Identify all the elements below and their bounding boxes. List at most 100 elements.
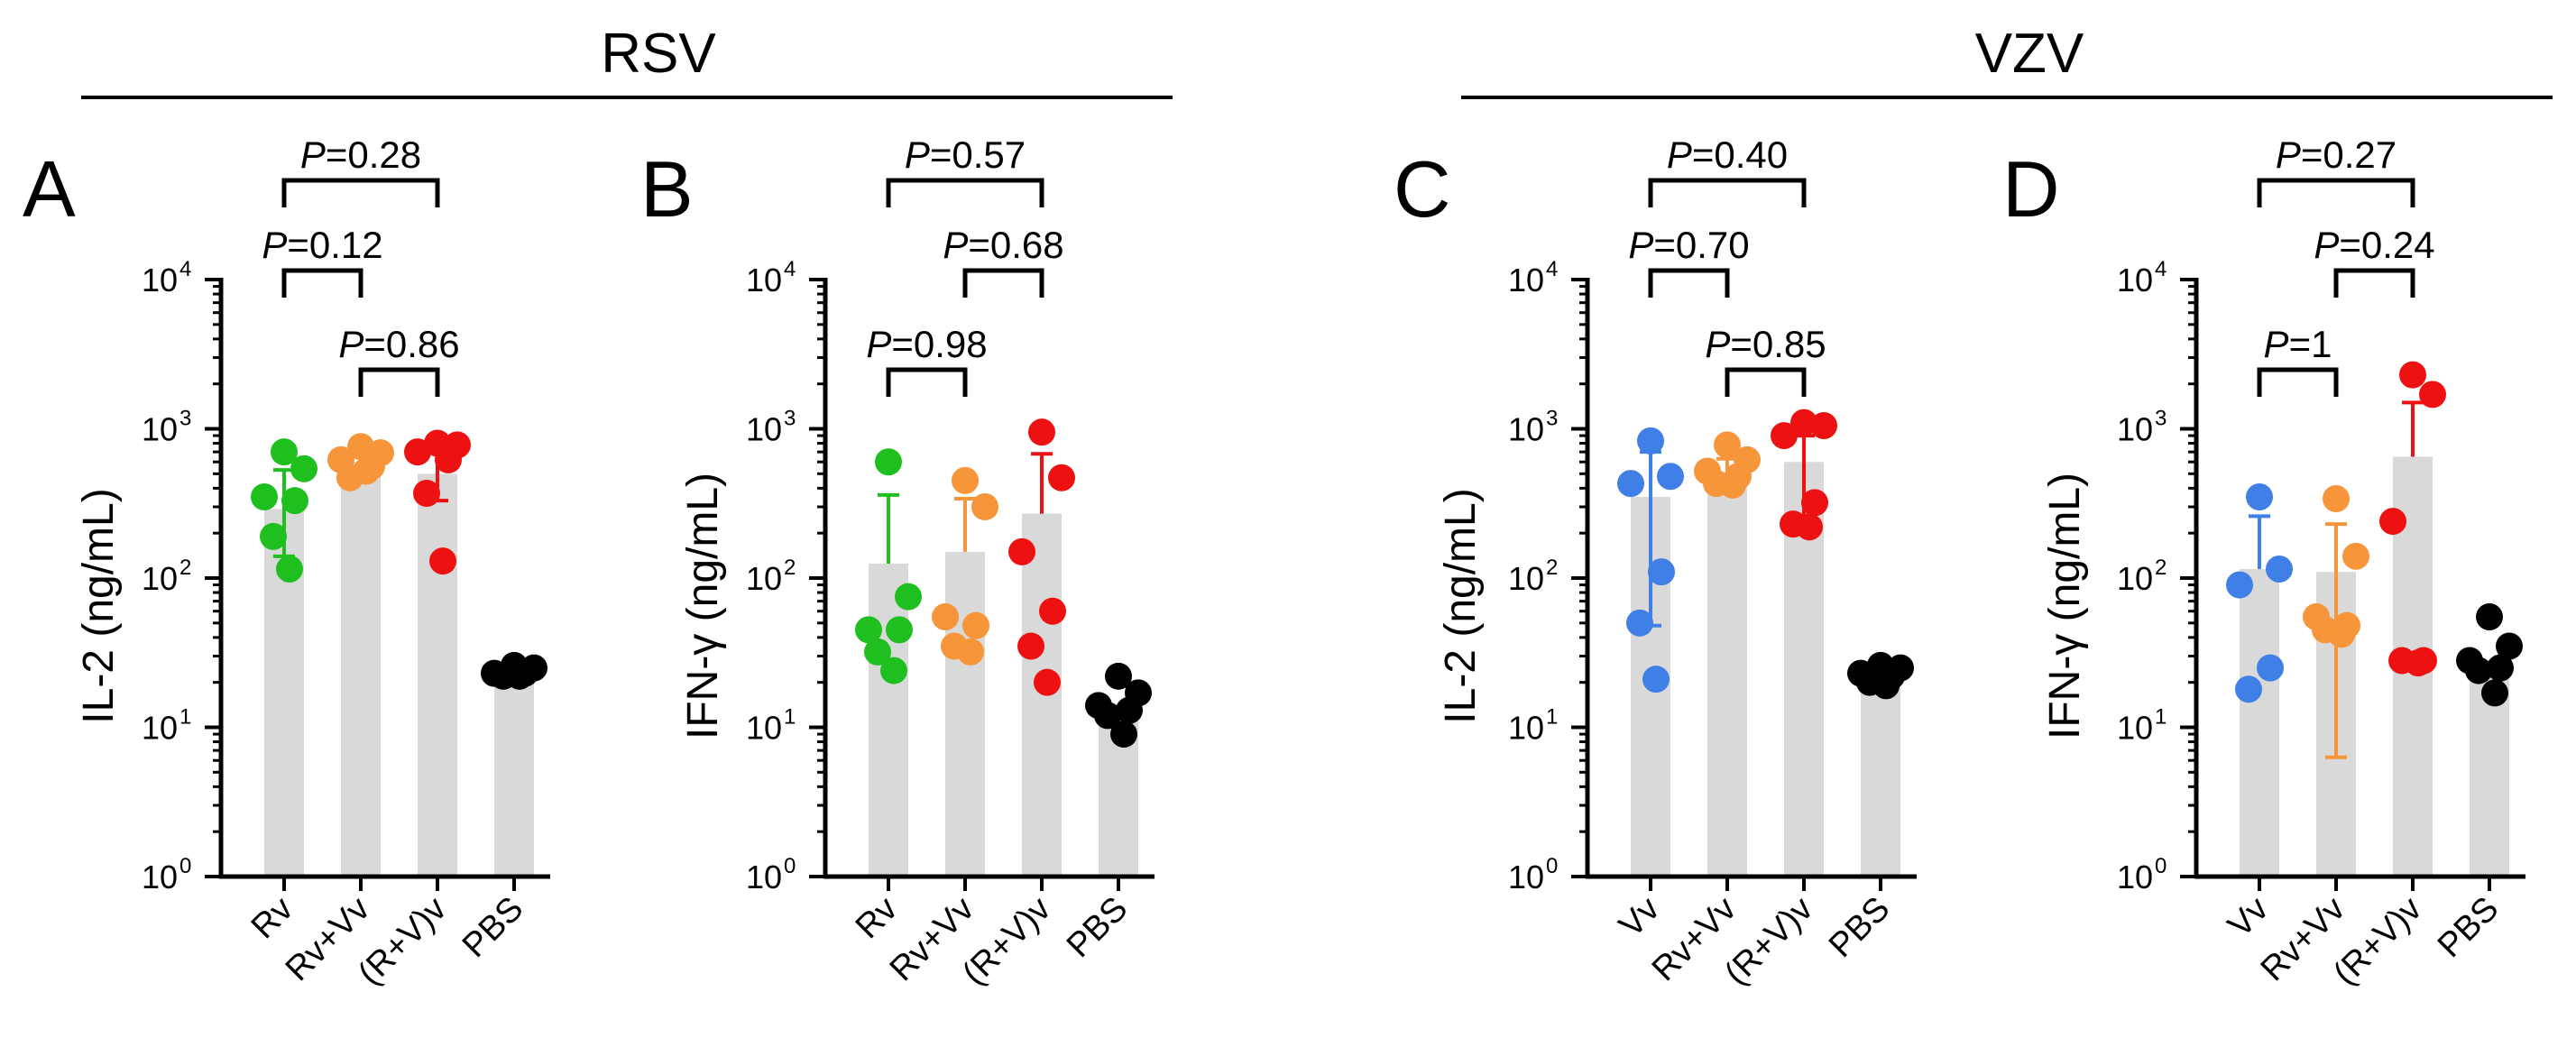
data-point xyxy=(2419,381,2446,409)
comparison-bracket xyxy=(886,367,968,397)
panel-letter: D xyxy=(2002,144,2060,234)
data-point xyxy=(2399,361,2426,389)
data-point xyxy=(1648,558,1675,586)
x-tick-label: PBS xyxy=(1822,890,1897,965)
data-point xyxy=(2328,620,2355,648)
x-tick-label: PBS xyxy=(1060,890,1135,965)
data-point xyxy=(1657,463,1684,491)
data-point xyxy=(404,438,431,466)
p-value-label: P=0.24 xyxy=(2314,224,2434,266)
comparison-bracket xyxy=(1648,178,1807,207)
data-point xyxy=(1642,666,1670,693)
y-tick-exponent: 4 xyxy=(2155,257,2167,281)
y-tick-label: 10 xyxy=(142,560,178,597)
p-value: =0.12 xyxy=(287,224,382,266)
data-point xyxy=(506,662,533,690)
data-point xyxy=(1110,721,1137,749)
x-tick-label: (R+V)v xyxy=(1717,890,1820,993)
y-tick-label: 10 xyxy=(142,859,178,895)
p-symbol: P xyxy=(943,224,968,266)
bar-1 xyxy=(945,551,985,877)
bar-1 xyxy=(1707,473,1747,877)
y-tick-label: 10 xyxy=(746,859,782,895)
comparison-bracket xyxy=(2257,367,2339,397)
y-axis-label: IFN-γ (ng/mL) xyxy=(2041,473,2089,739)
y-tick-label: 10 xyxy=(746,262,782,298)
p-symbol: P xyxy=(1667,133,1692,176)
bar-2 xyxy=(1022,513,1062,877)
p-value: =0.40 xyxy=(1692,133,1788,176)
comparison-bracket xyxy=(1725,367,1807,397)
data-point xyxy=(1801,489,1828,517)
data-point xyxy=(1105,662,1132,690)
p-symbol: P xyxy=(1628,224,1653,266)
y-tick-label: 10 xyxy=(746,560,782,597)
p-symbol: P xyxy=(262,224,287,266)
comparison-bracket xyxy=(2333,268,2415,298)
p-symbol: P xyxy=(2276,133,2301,176)
x-tick-label: Vv xyxy=(1612,890,1667,945)
p-value-label: P=0.40 xyxy=(1667,133,1788,176)
panel-letter: C xyxy=(1394,144,1451,234)
y-tick-exponent: 1 xyxy=(179,705,191,730)
data-point xyxy=(971,493,998,521)
data-point xyxy=(2496,632,2523,660)
y-tick-exponent: 3 xyxy=(1546,407,1558,431)
comparison-bracket xyxy=(358,367,440,397)
data-point xyxy=(271,438,298,466)
p-value-label: P=0.98 xyxy=(866,323,987,365)
data-point xyxy=(2405,649,2432,677)
data-point xyxy=(2465,657,2492,684)
data-point xyxy=(880,657,907,684)
y-tick-label: 10 xyxy=(142,262,178,298)
group-title-rsv: RSV xyxy=(601,23,716,85)
p-symbol: P xyxy=(866,323,891,365)
y-tick-label: 10 xyxy=(2117,411,2153,448)
data-point xyxy=(1796,513,1823,541)
data-point xyxy=(2246,482,2273,510)
p-value: =0.68 xyxy=(968,224,1063,266)
data-point xyxy=(251,482,278,510)
data-point xyxy=(2235,675,2262,703)
y-axis-label: IL-2 (ng/mL) xyxy=(75,488,123,723)
data-point xyxy=(2266,555,2293,583)
p-value: =0.57 xyxy=(930,133,1026,176)
y-tick-label: 10 xyxy=(1508,262,1544,298)
p-value: =0.24 xyxy=(2339,224,2434,266)
y-axis-label: IFN-γ (ng/mL) xyxy=(679,473,727,739)
data-point xyxy=(2487,654,2514,682)
data-point xyxy=(1810,411,1837,439)
data-point xyxy=(2226,571,2253,599)
y-tick-label: 10 xyxy=(142,710,178,747)
y-tick-label: 10 xyxy=(2117,262,2153,298)
data-point xyxy=(413,479,440,507)
y-tick-label: 10 xyxy=(746,710,782,747)
p-symbol: P xyxy=(1705,323,1730,365)
data-point xyxy=(2257,654,2284,682)
y-tick-label: 10 xyxy=(2117,710,2153,747)
data-point xyxy=(952,466,979,494)
y-tick-label: 10 xyxy=(1508,560,1544,597)
data-point xyxy=(1017,632,1044,660)
p-symbol: P xyxy=(2264,323,2289,365)
x-tick-label: (R+V)v xyxy=(2326,890,2429,993)
y-tick-label: 10 xyxy=(2117,560,2153,597)
panel-letter: A xyxy=(23,144,76,234)
comparison-bracket xyxy=(281,268,363,298)
data-point xyxy=(1039,597,1066,625)
data-point xyxy=(1034,668,1061,696)
p-value-label: P=1 xyxy=(2264,323,2332,365)
y-tick-label: 10 xyxy=(2117,859,2153,895)
data-point xyxy=(1714,431,1741,459)
data-point xyxy=(290,455,317,482)
data-point xyxy=(895,583,922,611)
data-point xyxy=(1790,409,1817,436)
y-tick-exponent: 2 xyxy=(179,556,191,580)
x-tick-label: PBS xyxy=(455,890,530,965)
bar-2 xyxy=(418,473,457,877)
p-value-label: P=0.27 xyxy=(2276,133,2397,176)
y-tick-label: 10 xyxy=(1508,859,1544,895)
bar-0 xyxy=(869,563,908,877)
data-point xyxy=(1048,464,1075,491)
data-point xyxy=(1617,470,1644,498)
